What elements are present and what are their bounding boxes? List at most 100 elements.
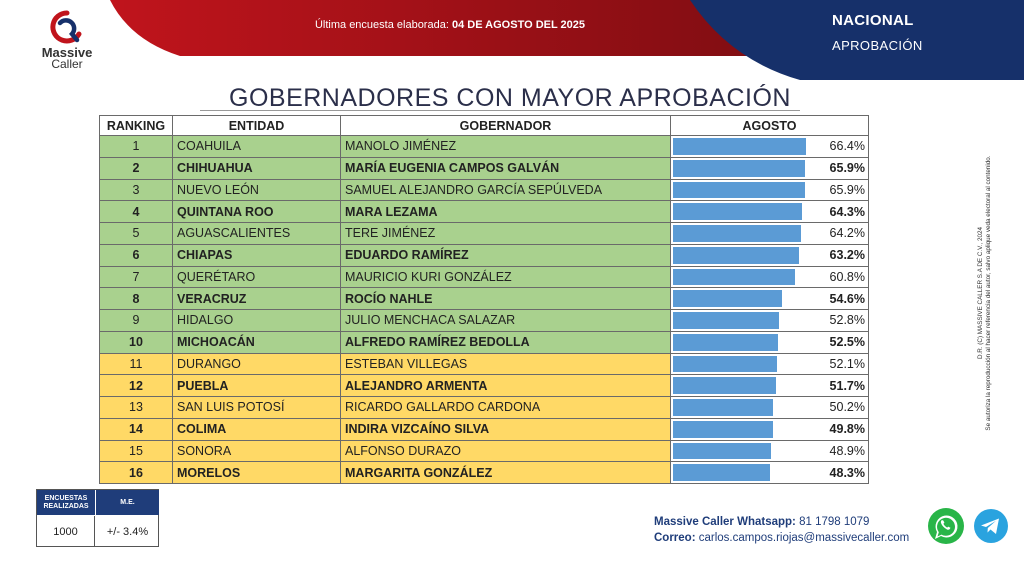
entidad-cell: CHIHUAHUA — [172, 156, 341, 180]
approval-value-label: 48.3% — [829, 465, 865, 480]
scope-label: NACIONAL — [832, 12, 914, 29]
approval-value-label: 48.9% — [829, 443, 865, 458]
surveys-header: ENCUESTAS REALIZADAS — [37, 490, 95, 515]
table-row: 6 CHIAPAS EDUARDO RAMÍREZ 63.2% — [99, 243, 869, 267]
rank-cell: 15 — [99, 439, 173, 463]
gobernador-cell: ESTEBAN VILLEGAS — [340, 352, 671, 376]
legal-notice: D.R. (C) MASSIVE CALLER S.A DE C.V., 202… — [972, 115, 998, 470]
entidad-cell: PUEBLA — [172, 374, 341, 397]
approval-cell: 48.3% — [670, 461, 869, 484]
table-row: 12 PUEBLA ALEJANDRO ARMENTA 51.7% — [99, 374, 869, 397]
gobernador-cell: MARA LEZAMA — [340, 200, 671, 223]
table-row: 3 NUEVO LEÓN SAMUEL ALEJANDRO GARCÍA SEPÚL… — [99, 178, 869, 202]
rank-cell: 11 — [99, 352, 173, 376]
margin-error-header: M.E. — [96, 490, 159, 515]
margin-error-value: +/- 3.4% — [106, 525, 149, 538]
table-row: 1 COAHUILA MANOLO JIMÉNEZ 66.4% — [99, 135, 869, 158]
gobernador-cell: MARÍA EUGENIA CAMPOS GALVÁN — [340, 156, 671, 180]
approval-bar — [673, 138, 806, 155]
survey-date-value: 04 DE AGOSTO DEL 2025 — [451, 19, 586, 31]
approval-value-label: 66.4% — [829, 139, 865, 154]
whatsapp-icon[interactable] — [926, 506, 966, 546]
approval-value-label: 52.5% — [829, 335, 865, 350]
approval-value-label: 64.2% — [829, 226, 865, 241]
approval-bar — [673, 159, 805, 177]
approval-value-label: 64.3% — [829, 204, 865, 219]
massive-caller-logo: Massive Caller — [32, 10, 102, 80]
approval-cell: 65.9% — [670, 178, 869, 202]
telegram-icon[interactable] — [972, 507, 1010, 545]
entidad-cell: MICHOACÁN — [172, 330, 341, 354]
approval-cell: 65.9% — [670, 156, 869, 180]
title-underline — [200, 110, 800, 111]
table-row: 5 AGUASCALIENTES TERE JIMÉNEZ 64.2% — [99, 222, 869, 245]
approval-cell: 52.5% — [670, 330, 869, 354]
approval-cell: 48.9% — [670, 439, 869, 463]
approval-cell: 52.8% — [670, 309, 869, 332]
approval-bar — [673, 290, 783, 307]
survey-info-box: ENCUESTAS REALIZADAS M.E. 1000 +/- 3.4% — [36, 489, 159, 547]
approval-value-label: 54.6% — [829, 291, 865, 306]
approval-value-label: 60.8% — [829, 269, 865, 284]
approval-cell: 64.3% — [670, 200, 869, 223]
approval-bar — [673, 333, 778, 351]
entidad-cell: QUERÉTARO — [172, 265, 341, 289]
table-row: 16 MORELOS MARGARITA GONZÁLEZ 48.3% — [99, 461, 869, 484]
table-row: 2 CHIHUAHUA MARÍA EUGENIA CAMPOS GALVÁN 65.… — [99, 156, 869, 180]
logo-mark-icon — [50, 10, 82, 44]
table-row: 8 VERACRUZ ROCÍO NAHLE 54.6% — [99, 287, 869, 310]
approval-value-label: 65.9% — [829, 182, 865, 197]
column-header-agosto: AGOSTO — [670, 115, 869, 136]
contact-info: Massive Caller Whatsapp: 81 1798 1079 Co… — [654, 514, 909, 546]
rank-cell: 4 — [99, 200, 173, 223]
entidad-cell: SAN LUIS POTOSÍ — [172, 396, 341, 419]
table-row: 13 SAN LUIS POTOSÍ RICARDO GALLARDO CARDON… — [99, 396, 869, 419]
gobernador-cell: ALFONSO DURAZO — [340, 439, 671, 463]
gobernador-cell: MAURICIO KURI GONZÁLEZ — [340, 265, 671, 289]
approval-value-label: 65.9% — [829, 161, 865, 176]
approval-cell: 51.7% — [670, 374, 869, 397]
header-red-ribbon — [110, 0, 790, 56]
whatsapp-number[interactable]: 81 1798 1079 — [799, 516, 870, 528]
approval-bar — [673, 399, 774, 416]
approval-value-label: 63.2% — [829, 248, 865, 263]
logo-text-massive: Massive — [41, 45, 93, 60]
gobernador-cell: ALFREDO RAMÍREZ BEDOLLA — [340, 330, 671, 354]
approval-bar — [673, 355, 778, 373]
column-header-ranking: RANKING — [99, 115, 173, 136]
header-navy-ribbon — [690, 0, 1024, 80]
approval-bar — [673, 225, 802, 242]
approval-cell: 54.6% — [670, 287, 869, 310]
approval-ranking-table: RANKING ENTIDAD GOBERNADOR AGOSTO 1 COAHU… — [99, 115, 869, 484]
gobernador-cell: EDUARDO RAMÍREZ — [340, 243, 671, 267]
approval-bar — [673, 268, 795, 286]
approval-cell: 60.8% — [670, 265, 869, 289]
rank-cell: 12 — [99, 374, 173, 397]
rank-cell: 8 — [99, 287, 173, 310]
gobernador-cell: ROCÍO NAHLE — [340, 287, 671, 310]
email-link[interactable]: carlos.campos.riojas@massivecaller.com — [698, 532, 910, 544]
entidad-cell: MORELOS — [172, 461, 341, 484]
approval-value-label: 51.7% — [829, 378, 865, 393]
approval-bar — [673, 181, 805, 199]
entidad-cell: NUEVO LEÓN — [172, 178, 341, 202]
gobernador-cell: MANOLO JIMÉNEZ — [340, 135, 671, 158]
approval-value-label: 50.2% — [829, 400, 865, 415]
approval-bar — [673, 420, 773, 438]
rank-cell: 13 — [99, 396, 173, 419]
rank-cell: 3 — [99, 178, 173, 202]
rank-cell: 7 — [99, 265, 173, 289]
approval-bar — [673, 246, 800, 264]
entidad-cell: DURANGO — [172, 352, 341, 376]
rank-cell: 6 — [99, 243, 173, 267]
rank-cell: 5 — [99, 222, 173, 245]
survey-date-banner: Última encuesta elaborada: 04 DE AGOSTO … — [0, 19, 900, 31]
page-title: GOBERNADORES CON MAYOR APROBACIÓN — [229, 84, 791, 112]
copyright-text: D.R. (C) MASSIVE CALLER S.A DE C.V., 202… — [977, 226, 984, 359]
approval-cell: 66.4% — [670, 135, 869, 158]
entidad-cell: VERACRUZ — [172, 287, 341, 310]
surveys-value: 1000 — [37, 516, 95, 547]
table-header-row: RANKING ENTIDAD GOBERNADOR AGOSTO — [99, 115, 869, 136]
column-header-gobernador: GOBERNADOR — [340, 115, 671, 136]
rank-cell: 14 — [99, 417, 173, 441]
